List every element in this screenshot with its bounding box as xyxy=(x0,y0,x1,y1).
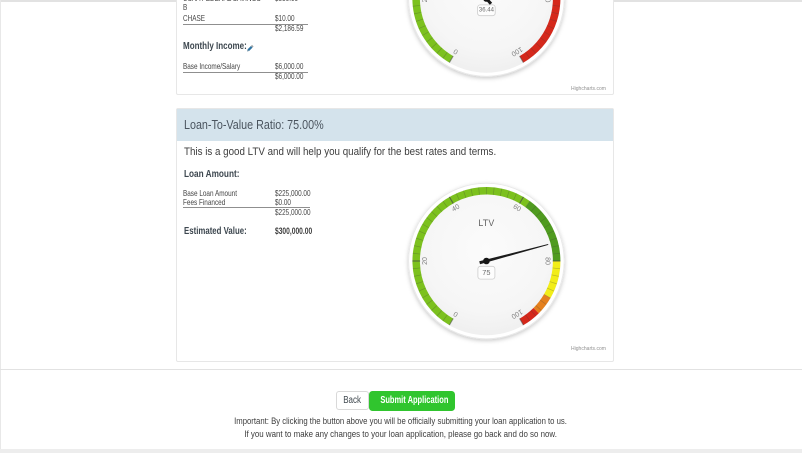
svg-text:80: 80 xyxy=(544,257,551,265)
svg-text:40: 40 xyxy=(451,203,461,213)
svg-text:60: 60 xyxy=(512,203,522,213)
svg-text:20: 20 xyxy=(422,0,429,2)
svg-text:100: 100 xyxy=(510,308,524,320)
svg-text:LTV: LTV xyxy=(478,218,494,228)
svg-text:100: 100 xyxy=(510,45,524,57)
svg-text:75: 75 xyxy=(482,268,490,277)
svg-text:0: 0 xyxy=(453,309,460,317)
svg-text:20: 20 xyxy=(422,257,429,265)
svg-text:0: 0 xyxy=(453,47,460,55)
svg-text:80: 80 xyxy=(544,0,551,2)
svg-text:36.44: 36.44 xyxy=(479,7,495,13)
